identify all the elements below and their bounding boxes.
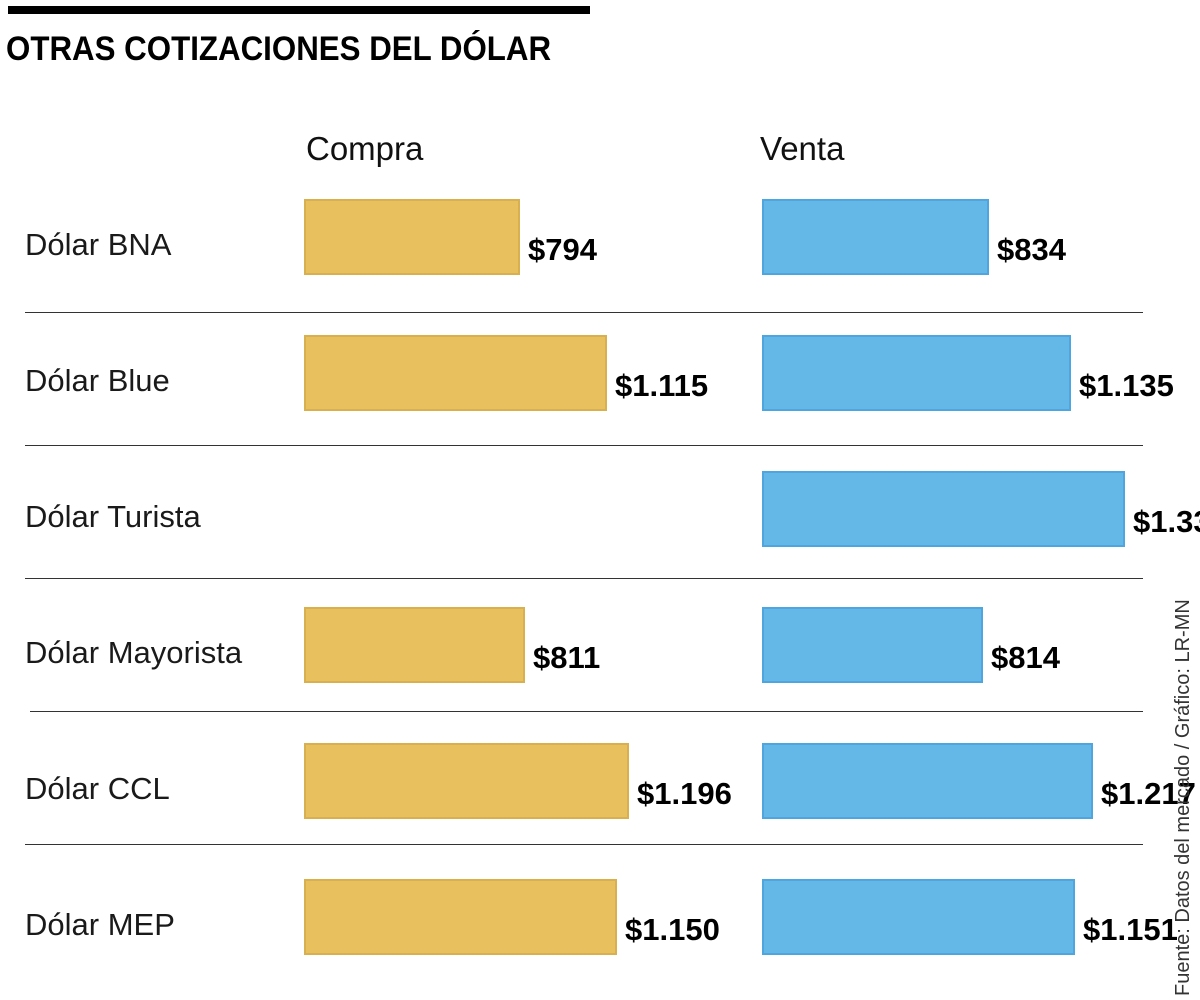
- row-label-dolar-mep: Dólar MEP: [25, 907, 175, 942]
- row-divider: [30, 711, 1143, 712]
- row-label-dolar-ccl: Dólar CCL: [25, 771, 170, 806]
- value-label-venta-dolar-mep: $1.151: [1083, 912, 1178, 947]
- column-header-compra: Compra: [306, 130, 424, 167]
- bar-compra-dolar-blue: [304, 335, 607, 411]
- chart-title: OTRAS COTIZACIONES DEL DÓLAR: [6, 30, 552, 68]
- row-label-dolar-mayorista: Dólar Mayorista: [25, 635, 243, 670]
- title-rule: [8, 6, 590, 14]
- row-label-dolar-turista: Dólar Turista: [25, 499, 201, 534]
- row-label-dolar-bna: Dólar BNA: [25, 227, 172, 262]
- row-label-dolar-blue: Dólar Blue: [25, 363, 170, 398]
- bar-compra-dolar-mayorista: [304, 607, 525, 683]
- value-label-compra-dolar-ccl: $1.196: [637, 776, 732, 811]
- row-divider: [25, 312, 1143, 313]
- bar-venta-dolar-blue: [762, 335, 1071, 411]
- source-note: Fuente: Datos del mercado / Gráfico: LR-…: [1172, 599, 1194, 996]
- row-divider: [25, 844, 1143, 845]
- bar-compra-dolar-mep: [304, 879, 617, 955]
- bar-venta-dolar-bna: [762, 199, 989, 275]
- bar-venta-dolar-mep: [762, 879, 1075, 955]
- bar-compra-dolar-bna: [304, 199, 520, 275]
- value-label-compra-dolar-mayorista: $811: [533, 640, 601, 675]
- value-label-venta-dolar-blue: $1.135: [1079, 368, 1174, 403]
- value-label-venta-dolar-ccl: $1.217: [1101, 776, 1196, 811]
- row-divider: [25, 445, 1143, 446]
- column-header-venta: Venta: [760, 130, 845, 167]
- bar-compra-dolar-ccl: [304, 743, 629, 819]
- value-label-venta-dolar-turista: $1.334: [1133, 504, 1200, 539]
- value-label-compra-dolar-bna: $794: [528, 232, 597, 267]
- value-label-venta-dolar-mayorista: $814: [991, 640, 1060, 675]
- value-label-venta-dolar-bna: $834: [997, 232, 1066, 267]
- bar-venta-dolar-mayorista: [762, 607, 983, 683]
- row-divider: [25, 578, 1143, 579]
- value-label-compra-dolar-mep: $1.150: [625, 912, 720, 947]
- bar-venta-dolar-turista: [762, 471, 1125, 547]
- bar-venta-dolar-ccl: [762, 743, 1093, 819]
- value-label-compra-dolar-blue: $1.115: [615, 368, 709, 403]
